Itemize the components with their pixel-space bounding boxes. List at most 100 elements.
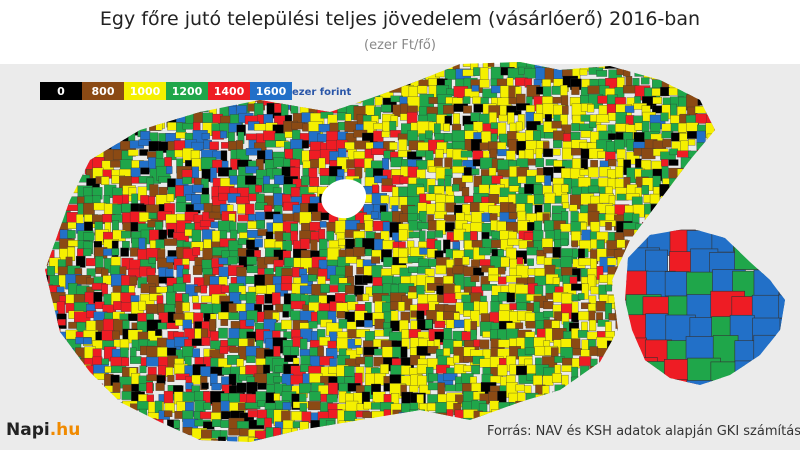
map-tile <box>616 375 629 387</box>
map-tile <box>397 418 405 426</box>
map-tile <box>158 186 168 195</box>
map-tile <box>713 213 715 222</box>
map-tile <box>59 165 72 177</box>
logo: Napi.hu <box>6 420 80 440</box>
map-tile <box>614 309 629 320</box>
map-tile <box>327 429 340 442</box>
map-tile <box>84 221 93 232</box>
map-tile <box>635 223 650 233</box>
map-tile <box>643 70 658 79</box>
map-tile <box>392 420 401 435</box>
map-tile <box>716 124 729 132</box>
map-tile <box>156 286 168 294</box>
map-tile <box>417 222 429 230</box>
map-tile <box>146 382 153 394</box>
map-tile <box>86 401 97 410</box>
map-tile <box>698 62 709 75</box>
map-tile <box>47 222 61 233</box>
map-tile <box>211 383 222 391</box>
map-tile <box>300 238 310 250</box>
map-tile <box>607 400 621 409</box>
map-tile <box>338 319 348 329</box>
map-tile <box>281 319 292 330</box>
map-tile <box>353 88 364 102</box>
map-tile <box>175 437 182 442</box>
map-tile <box>625 382 636 397</box>
map-tile <box>92 383 104 394</box>
map-tile <box>571 240 579 248</box>
map-tile <box>85 62 99 76</box>
map-tile <box>498 276 507 285</box>
map-tile <box>76 394 91 405</box>
map-tile <box>94 113 106 127</box>
map-tile <box>45 301 50 318</box>
map-tile <box>85 142 97 157</box>
map-tile <box>436 419 452 428</box>
map-tile <box>354 418 366 435</box>
map-tile <box>192 439 203 442</box>
district-tile <box>774 247 785 283</box>
map-tile <box>104 393 113 402</box>
map-tile <box>264 238 276 249</box>
map-tile <box>409 409 425 421</box>
map-tile <box>311 428 322 438</box>
map-tile <box>345 256 357 264</box>
map-tile <box>644 62 659 73</box>
map-tile <box>209 319 217 331</box>
map-tile <box>147 418 157 426</box>
map-tile <box>391 62 401 67</box>
district-tile <box>643 382 677 385</box>
map-tile <box>563 392 576 406</box>
map-tile <box>435 67 445 78</box>
map-tile <box>50 346 60 360</box>
map-tile <box>362 293 370 302</box>
map-tile <box>47 160 59 168</box>
map-tile <box>325 420 335 433</box>
map-tile <box>670 184 680 199</box>
map-tile <box>590 394 606 411</box>
map-tile <box>669 148 678 156</box>
map-tile <box>138 436 147 442</box>
map-tile <box>605 222 612 231</box>
map-tile <box>525 439 540 442</box>
map-tile <box>103 403 118 415</box>
map-tile <box>381 104 392 113</box>
map-tile <box>716 386 726 399</box>
subtitle: (ezer Ft/fő) <box>364 38 436 53</box>
map-tile <box>346 436 362 442</box>
map-tile <box>56 67 68 74</box>
map-tile <box>508 203 517 213</box>
map-tile <box>579 68 588 76</box>
map-tile <box>83 248 92 257</box>
map-tile <box>68 142 83 155</box>
map-tile <box>58 374 68 391</box>
map-tile <box>182 176 192 185</box>
map-tile <box>588 376 602 388</box>
map-tile <box>599 409 609 425</box>
map-tile <box>491 409 506 419</box>
map-tile <box>263 67 272 77</box>
map-tile <box>353 78 367 89</box>
map-tile <box>282 240 292 252</box>
map-tile <box>607 257 617 266</box>
map-tile <box>626 139 635 151</box>
map-tile <box>319 221 327 228</box>
map-tile <box>140 115 156 126</box>
map-tile <box>617 382 625 397</box>
map-tile <box>74 133 84 140</box>
map-tile <box>310 62 320 72</box>
map-tile <box>84 427 99 441</box>
map-tile <box>697 97 707 106</box>
map-tile <box>507 112 515 125</box>
map-tile <box>419 230 426 243</box>
map-tile <box>45 185 56 196</box>
map-tile <box>679 62 687 74</box>
map-tile <box>572 394 584 406</box>
map-tile <box>389 120 397 132</box>
map-tile <box>67 157 75 173</box>
map-tile <box>65 167 75 183</box>
district-tile <box>778 228 785 258</box>
map-tile <box>488 274 499 282</box>
map-tile <box>84 437 93 442</box>
map-tile <box>290 374 304 385</box>
